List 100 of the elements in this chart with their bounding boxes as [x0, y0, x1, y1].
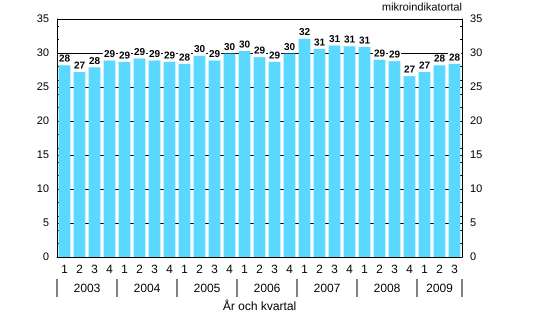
- bar: [58, 65, 70, 257]
- x-tick-label: 1: [181, 262, 188, 276]
- bar: [344, 46, 356, 257]
- data-label: 28: [434, 54, 446, 65]
- x-tick-label: 1: [301, 262, 308, 276]
- data-label: 30: [284, 42, 296, 54]
- x-tick-label: 2: [256, 262, 264, 276]
- y-tick-label: 15: [36, 149, 49, 161]
- y-tick-label: 0: [42, 251, 49, 263]
- x-tick-label: 3: [271, 262, 278, 276]
- x-tick-label: 2: [376, 262, 384, 276]
- data-label: 29: [134, 46, 146, 58]
- x-tick-label: 4: [406, 262, 414, 276]
- text: 2003: [74, 281, 101, 295]
- data-label: 29: [254, 46, 266, 57]
- data-label: 28: [448, 52, 460, 64]
- bar: [238, 50, 250, 257]
- data-label: 31: [314, 37, 326, 48]
- text: 2009: [426, 281, 454, 295]
- x-tick-label: 2: [196, 262, 204, 276]
- text: 2007: [314, 281, 341, 295]
- y2-tick-label: 0: [470, 251, 476, 263]
- data-label: 28: [178, 52, 190, 64]
- text: 2004: [134, 281, 161, 295]
- y2-tick-label: 5: [470, 217, 476, 229]
- bar: [328, 46, 340, 257]
- data-label: 32: [298, 27, 310, 38]
- data-label: 28: [88, 56, 100, 67]
- x-tick-label: 4: [106, 262, 114, 276]
- x-tick-label: 1: [361, 262, 368, 276]
- text: 2005: [194, 281, 221, 295]
- data-label: 27: [74, 60, 86, 72]
- x-tick-label: 2: [316, 262, 324, 276]
- bar: [194, 56, 206, 257]
- bar: [208, 60, 220, 257]
- x-tick-label: 4: [166, 262, 174, 276]
- data-label: 31: [358, 35, 370, 46]
- data-label: 31: [328, 34, 340, 46]
- x-tick-label: 2: [436, 262, 444, 276]
- bar: [374, 60, 386, 257]
- x-tick-label: 1: [421, 262, 428, 276]
- x-tick-label: 4: [226, 262, 234, 276]
- y-tick-label: 35: [36, 13, 49, 25]
- y2-tick-label: 15: [470, 149, 482, 161]
- data-label: 27: [418, 60, 430, 72]
- bar: [164, 62, 176, 257]
- y-tick-label: 5: [42, 217, 49, 229]
- bar: [148, 60, 160, 257]
- y-tick-label: 20: [36, 115, 49, 127]
- bar: [118, 62, 130, 257]
- bar: [404, 76, 416, 257]
- bar: [418, 72, 430, 257]
- data-label: 29: [164, 50, 176, 62]
- text: 2008: [374, 281, 401, 295]
- x-tick-label: 1: [241, 262, 248, 276]
- x-tick-label: 3: [391, 262, 398, 276]
- data-label: 30: [238, 39, 250, 50]
- x-tick-label: 4: [346, 262, 354, 276]
- bar: [388, 61, 400, 257]
- bar: [298, 38, 310, 257]
- x-tick-label: 1: [61, 262, 68, 276]
- data-label: 29: [148, 48, 160, 60]
- data-label: 29: [208, 48, 220, 60]
- y-tick-label: 25: [36, 81, 49, 93]
- y2-tick-label: 20: [470, 115, 482, 127]
- x-tick-label: 2: [76, 262, 84, 276]
- data-label: 30: [194, 44, 206, 56]
- bar: [254, 57, 266, 257]
- y2-tick-label: 30: [470, 47, 482, 59]
- y2-tick-label: 25: [470, 81, 482, 93]
- y2-tick-label: 10: [470, 183, 482, 195]
- x-tick-label: 3: [151, 262, 158, 276]
- data-label: 27: [404, 64, 416, 76]
- y2-axis-title: mikroindikatortal: [382, 2, 462, 14]
- data-label: 29: [268, 50, 280, 62]
- bar: [284, 54, 296, 257]
- data-label: 31: [344, 34, 356, 46]
- bar: [314, 48, 326, 257]
- x-tick-label: 3: [91, 262, 98, 276]
- bar: [88, 67, 100, 257]
- x-tick-label: 2: [136, 262, 144, 276]
- data-label: 29: [374, 48, 386, 60]
- data-label: 30: [224, 42, 236, 54]
- y-tick-label: 30: [36, 47, 49, 59]
- x-tick-label: 4: [286, 262, 294, 276]
- x-tick-label: 3: [451, 262, 458, 276]
- data-label: 29: [118, 50, 130, 62]
- x-axis-title: År och kvartal: [222, 299, 296, 313]
- bar: [268, 62, 280, 257]
- bar: [74, 72, 86, 257]
- y-tick-label: 10: [36, 183, 49, 195]
- bar: [358, 46, 370, 257]
- x-tick-label: 3: [331, 262, 338, 276]
- x-tick-label: 1: [121, 262, 128, 276]
- text: 2006: [254, 281, 281, 295]
- bar: [178, 64, 190, 257]
- bar: [134, 58, 146, 257]
- data-label: 29: [104, 48, 116, 60]
- x-tick-label: 3: [211, 262, 218, 276]
- bar: [224, 54, 236, 257]
